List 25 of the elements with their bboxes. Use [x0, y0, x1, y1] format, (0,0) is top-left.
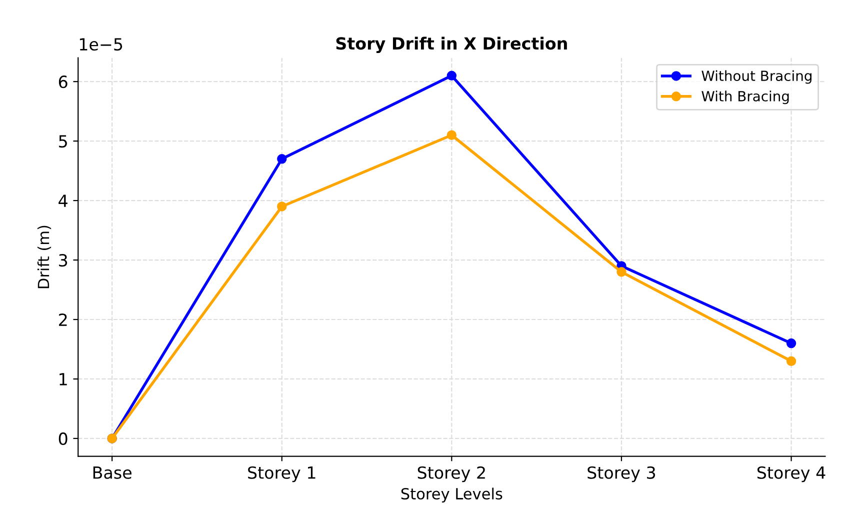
x-tick-label: Storey 1	[248, 466, 316, 482]
x-tick-label: Storey 4	[757, 466, 826, 482]
point	[446, 130, 457, 140]
y-tick-label: 2	[59, 313, 67, 326]
chart-title: Story Drift in X Direction	[336, 36, 567, 54]
y-tick-label: 1	[60, 373, 67, 386]
legend-label: Without Bracing	[702, 70, 812, 84]
x-tick-label: Storey 2	[418, 466, 485, 482]
point	[786, 338, 796, 348]
text: 1e−5	[80, 38, 122, 51]
x-tick-label: Base	[93, 466, 132, 479]
y-tick-label: 5	[59, 135, 67, 148]
y-tick-label: 0	[58, 432, 68, 446]
y-tick-label: 4	[58, 194, 68, 207]
point	[277, 202, 287, 212]
x-axis-title: Storey Levels	[401, 488, 502, 502]
point	[616, 267, 626, 277]
y-axis-title: Drift (m)	[37, 226, 52, 288]
point	[277, 154, 287, 164]
x-tick-label: Storey 3	[588, 466, 656, 482]
point	[446, 70, 457, 81]
y-tick-label: 3	[59, 254, 68, 267]
point	[786, 356, 796, 366]
y-tick-label: 6	[58, 76, 68, 88]
legend-label: With Bracing	[702, 90, 789, 104]
